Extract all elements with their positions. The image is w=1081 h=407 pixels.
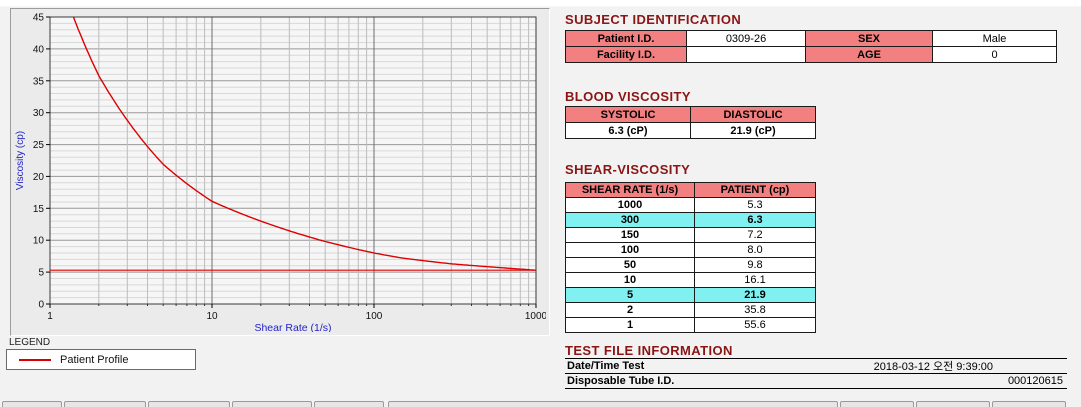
subject-identification-title: SUBJECT IDENTIFICATION [565,12,742,27]
svg-text:10: 10 [33,236,45,247]
svg-text:45: 45 [33,13,45,24]
svg-text:20: 20 [33,172,45,183]
shear-rate-cell: 1000 [565,197,695,213]
patient-cp-cell: 8.0 [694,242,816,258]
blood-viscosity-table: SYSTOLIC DIASTOLIC 6.3 (cP) 21.9 (cP) [565,106,816,139]
legend: LEGEND Patient Profile [6,337,206,370]
shear-viscosity-table: SHEAR RATE (1/s) PATIENT (cp) 1000 5.3 3… [565,182,816,333]
table-row: 2 35.8 [565,302,816,318]
bottom-button[interactable] [64,401,146,407]
table-row: 150 7.2 [565,227,816,243]
patient-cp-cell: 7.2 [694,227,816,243]
table-row: 1 55.6 [565,317,816,333]
table-row: 10 16.1 [565,272,816,288]
table-row: SYSTOLIC DIASTOLIC [565,106,816,123]
patient-profile-curve [72,17,536,271]
diastolic-header: DIASTOLIC [690,106,816,123]
svg-text:15: 15 [33,204,45,215]
svg-text:40: 40 [33,44,45,55]
table-row: 1000 5.3 [565,197,816,213]
table-header-row: SHEAR RATE (1/s) PATIENT (cp) [565,182,816,198]
systolic-header: SYSTOLIC [565,106,691,123]
shear-rate-cell: 5 [565,287,695,303]
shear-rate-cell: 150 [565,227,695,243]
facility-id-value [686,46,806,63]
results-panel: SUBJECT IDENTIFICATION Patient I.D. 0309… [565,0,1075,407]
patient-cp-header: PATIENT (cp) [694,182,816,198]
patient-cp-cell: 55.6 [694,317,816,333]
table-row: 100 8.0 [565,242,816,258]
shear-rate-header: SHEAR RATE (1/s) [565,182,695,198]
patient-cp-cell: 6.3 [694,212,816,228]
subject-identification-table: Patient I.D. 0309-26 SEX Male Facility I… [565,30,1057,63]
table-row: 300 6.3 [565,212,816,228]
svg-text:30: 30 [33,108,45,119]
viscosity-chart-panel: 0 5 10 15 20 25 30 35 40 45 1 10 100 1000 Shear Rate (… [10,8,550,336]
shear-rate-cell: 50 [565,257,695,273]
legend-entry-label: Patient Profile [60,353,129,366]
diastolic-value: 21.9 (cP) [690,122,816,139]
shear-rate-cell: 300 [565,212,695,228]
systolic-value: 6.3 (cP) [565,122,691,139]
shear-rate-cell: 2 [565,302,695,318]
svg-text:5: 5 [38,268,44,279]
patient-cp-cell: 5.3 [694,197,816,213]
table-row: 6.3 (cP) 21.9 (cP) [565,122,816,139]
bottom-button[interactable] [992,401,1066,407]
sex-label: SEX [805,30,933,47]
bottom-button[interactable] [314,401,384,407]
test-file-information-title: TEST FILE INFORMATION [565,343,733,358]
sex-value: Male [932,30,1057,47]
svg-text:1: 1 [47,311,53,322]
shear-rate-cell: 10 [565,272,695,288]
bottom-button[interactable] [232,401,312,407]
patient-profile-line-swatch [19,358,51,361]
shear-rate-cell: 100 [565,242,695,258]
bottom-button[interactable] [916,401,990,407]
blood-viscosity-title: BLOOD VISCOSITY [565,89,691,104]
table-row: Disposable Tube I.D. 000120615 [565,374,1067,389]
disposable-tube-id-value: 000120615 [1007,375,1063,387]
svg-text:25: 25 [33,140,45,151]
bottom-button[interactable] [840,401,914,407]
patient-id-value: 0309-26 [686,30,806,47]
svg-text:35: 35 [33,76,45,87]
y-axis-label: Viscosity (cp) [15,131,26,190]
shear-rate-cell: 1 [565,317,695,333]
patient-cp-cell: 16.1 [694,272,816,288]
svg-text:0: 0 [38,300,44,311]
table-row: Patient I.D. 0309-26 SEX Male [565,30,1057,47]
patient-id-label: Patient I.D. [565,30,687,47]
bottom-button[interactable] [148,401,230,407]
age-value: 0 [932,46,1057,63]
svg-text:100: 100 [366,311,383,322]
shear-viscosity-title: SHEAR-VISCOSITY [565,162,691,177]
date-time-test-label: Date/Time Test [567,360,645,372]
test-file-information-table: Date/Time Test 2018-03-12 오전 9:39:00 Dis… [565,358,1067,389]
table-row: 5 21.9 [565,287,816,303]
patient-cp-cell: 21.9 [694,287,816,303]
age-label: AGE [805,46,933,63]
bottom-panel[interactable] [388,401,838,407]
viscosity-chart: 0 5 10 15 20 25 30 35 40 45 1 10 100 1000 Shear Rate (… [15,13,546,333]
legend-box: Patient Profile [6,349,196,370]
patient-cp-cell: 9.8 [694,257,816,273]
table-row: Date/Time Test 2018-03-12 오전 9:39:00 [565,359,1067,374]
date-time-test-value: 2018-03-12 오전 9:39:00 [873,361,993,373]
disposable-tube-id-label: Disposable Tube I.D. [567,375,675,387]
legend-title: LEGEND [9,337,51,348]
svg-text:1000: 1000 [525,311,546,322]
table-row: Facility I.D. AGE 0 [565,46,1057,63]
x-axis-label: Shear Rate (1/s) [254,322,331,332]
svg-text:10: 10 [206,311,218,322]
patient-cp-cell: 35.8 [694,302,816,318]
table-row: 50 9.8 [565,257,816,273]
bottom-button[interactable] [2,401,62,407]
facility-id-label: Facility I.D. [565,46,687,63]
